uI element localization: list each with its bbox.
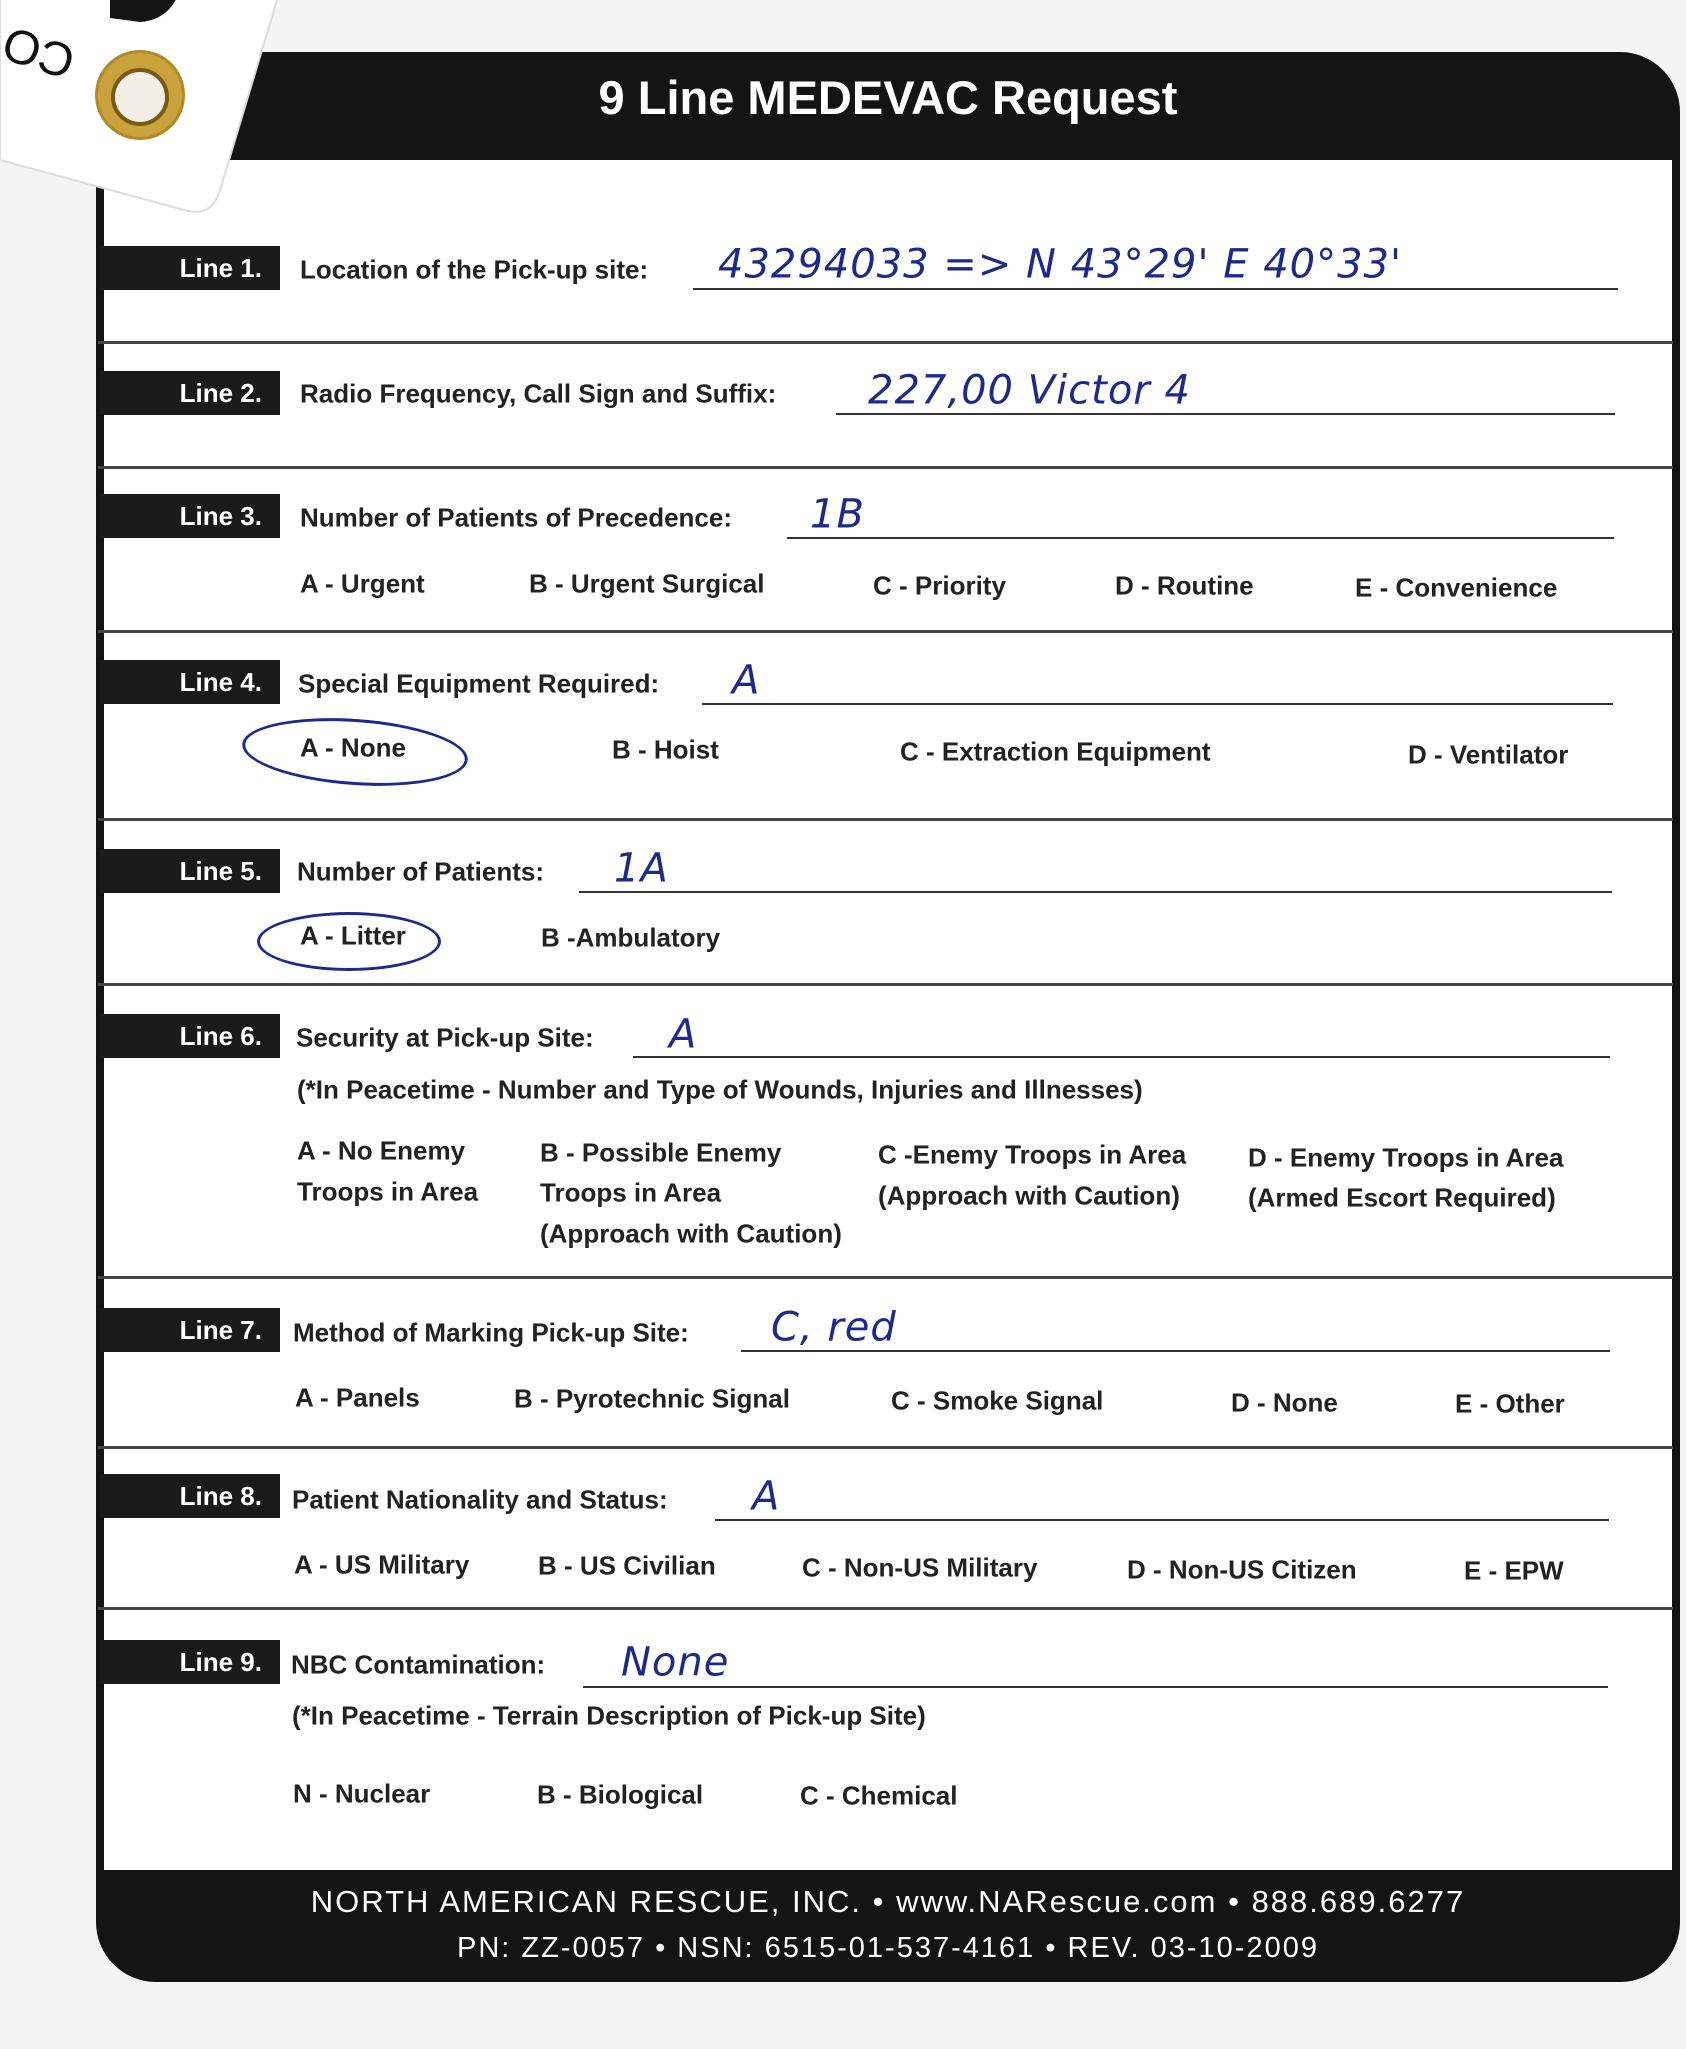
line-6-note: (*In Peacetime - Number and Type of Woun… (297, 1074, 1143, 1105)
option: (Approach with Caution) (540, 1218, 842, 1249)
option: (Armed Escort Required) (1248, 1182, 1556, 1213)
option: E - Other (1455, 1388, 1565, 1419)
line-4-prompt: Special Equipment Required: (298, 668, 660, 699)
divider (98, 630, 1673, 633)
option: A - No Enemy (297, 1135, 466, 1166)
option: B - Hoist (612, 734, 719, 765)
line-1-field[interactable] (693, 288, 1618, 290)
line-7-field[interactable] (741, 1350, 1610, 1352)
divider (98, 466, 1673, 469)
line-7-label: Line 7. (100, 1308, 280, 1352)
line-5-value: 1A (614, 845, 669, 892)
line-8-label: Line 8. (100, 1474, 280, 1518)
option: E - Convenience (1355, 572, 1558, 603)
divider (98, 1276, 1673, 1279)
option: Troops in Area (297, 1176, 479, 1207)
line-1-prompt: Location of the Pick-up site: (300, 254, 649, 285)
option: D - Non-US Citizen (1127, 1554, 1357, 1585)
line-3-prompt: Number of Patients of Precedence: (300, 502, 732, 533)
option: Troops in Area (540, 1177, 722, 1208)
option: A - US Military (294, 1549, 470, 1580)
line-3-value: 1B (810, 491, 865, 538)
hang-tag: CO (0, 0, 279, 213)
divider (98, 983, 1673, 986)
line-2-prompt: Radio Frequency, Call Sign and Suffix: (300, 378, 777, 409)
line-4-value: A (732, 657, 761, 704)
line-2-value: 227,00 Victor 4 (868, 367, 1191, 414)
option: B - Urgent Surgical (529, 568, 765, 599)
option: E - EPW (1464, 1555, 1564, 1586)
option: C - Smoke Signal (891, 1385, 1104, 1416)
option: A - Panels (295, 1382, 420, 1413)
option: A - None (300, 732, 406, 763)
option: C - Priority (873, 570, 1006, 601)
line-4-label: Line 4. (100, 660, 280, 704)
line-6-value: A (669, 1011, 698, 1058)
divider (98, 1607, 1673, 1610)
line-1-value: 43294033 => N 43°29' E 40°33' (718, 241, 1402, 288)
line-7-value: C, red (771, 1304, 897, 1351)
divider (98, 341, 1673, 344)
line-5-label: Line 5. (100, 849, 280, 893)
option: B - Pyrotechnic Signal (514, 1383, 790, 1414)
line-5-field[interactable] (579, 891, 1612, 893)
grommet-icon (95, 50, 185, 140)
option: B -Ambulatory (541, 922, 721, 953)
option: D - None (1231, 1387, 1338, 1418)
line-8-field[interactable] (715, 1519, 1609, 1521)
line-9-prompt: NBC Contamination: (291, 1649, 546, 1680)
line-9-note: (*In Peacetime - Terrain Description of … (292, 1700, 926, 1731)
option: A - Urgent (300, 568, 425, 599)
form-body (104, 160, 1672, 1870)
option: B - Biological (537, 1779, 704, 1810)
line-4-field[interactable] (702, 703, 1613, 705)
line-6-label: Line 6. (100, 1014, 280, 1058)
line-5-prompt: Number of Patients: (297, 856, 545, 887)
option: C -Enemy Troops in Area (878, 1139, 1187, 1170)
divider (98, 818, 1673, 821)
option: B - US Civilian (538, 1550, 716, 1581)
option: (Approach with Caution) (878, 1180, 1180, 1211)
divider (98, 1446, 1673, 1449)
line-6-prompt: Security at Pick-up Site: (296, 1022, 594, 1053)
footer-company: NORTH AMERICAN RESCUE, INC. • www.NAResc… (310, 1884, 1466, 1919)
line-8-value: A (752, 1473, 781, 1520)
line-9-label: Line 9. (100, 1640, 280, 1684)
line-2-field[interactable] (836, 413, 1615, 415)
line-7-prompt: Method of Marking Pick-up Site: (293, 1317, 689, 1348)
line-9-value: None (621, 1639, 730, 1686)
option: D - Ventilator (1408, 739, 1569, 770)
line-9-field[interactable] (583, 1686, 1608, 1688)
option: N - Nuclear (293, 1778, 431, 1809)
option: C - Chemical (800, 1780, 958, 1811)
line-1-label: Line 1. (100, 246, 280, 290)
form-title: 9 Line MEDEVAC Request (598, 71, 1178, 124)
option: D - Enemy Troops in Area (1248, 1142, 1564, 1173)
line-8-prompt: Patient Nationality and Status: (292, 1484, 668, 1515)
footer-part-info: PN: ZZ-0057 • NSN: 6515-01-537-4161 • RE… (457, 1932, 1319, 1964)
line-6-field[interactable] (633, 1056, 1610, 1058)
line-3-field[interactable] (787, 537, 1614, 539)
option: C - Non-US Military (802, 1552, 1038, 1583)
line-2-label: Line 2. (100, 371, 280, 415)
option: C - Extraction Equipment (900, 736, 1211, 767)
circled-mark (257, 912, 441, 971)
line-3-label: Line 3. (100, 494, 280, 538)
option: B - Possible Enemy (540, 1137, 782, 1168)
option: D - Routine (1115, 570, 1254, 601)
